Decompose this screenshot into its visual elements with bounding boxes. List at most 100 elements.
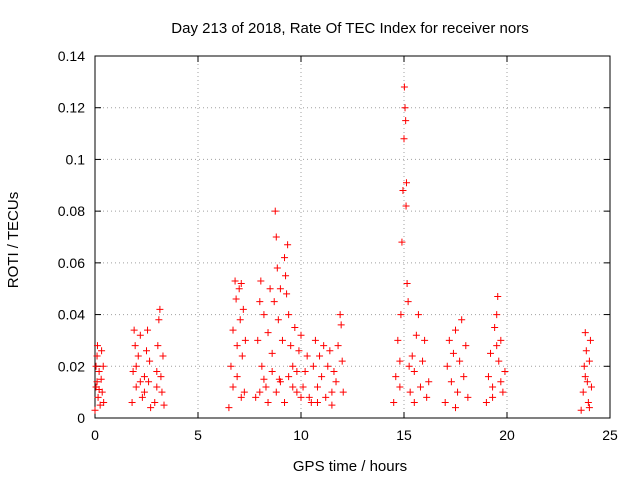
data-point <box>460 373 468 381</box>
data-point <box>452 404 459 412</box>
data-point <box>309 362 317 370</box>
data-point <box>297 331 305 339</box>
data-point <box>425 378 433 386</box>
data-point <box>299 383 307 391</box>
data-point <box>240 388 248 396</box>
data-point <box>227 362 235 370</box>
data-point <box>399 186 407 194</box>
data-point <box>336 311 344 319</box>
y-tick-label: 0 <box>77 410 85 426</box>
data-point <box>586 336 594 344</box>
data-point <box>580 362 588 370</box>
data-point <box>144 326 152 334</box>
data-point <box>225 404 233 412</box>
data-point <box>157 373 165 381</box>
data-point <box>264 329 272 337</box>
data-point <box>285 373 293 381</box>
data-point <box>406 388 414 396</box>
data-point <box>131 342 139 350</box>
data-point <box>585 357 593 365</box>
data-point <box>132 362 140 370</box>
x-tick-label: 5 <box>194 427 202 443</box>
data-point <box>316 352 324 360</box>
data-point <box>151 398 159 406</box>
y-tick-label: 0.02 <box>58 358 85 374</box>
data-point <box>326 347 334 355</box>
data-point <box>583 378 591 386</box>
data-point <box>153 383 161 391</box>
data-point <box>337 321 345 329</box>
data-point <box>231 277 239 285</box>
data-point <box>587 383 595 391</box>
data-point <box>405 362 413 370</box>
data-point <box>128 398 136 406</box>
data-point <box>236 316 244 324</box>
y-axis-label: ROTI / TECUs <box>5 192 22 288</box>
data-point <box>482 398 490 406</box>
data-point <box>262 383 270 391</box>
data-point <box>260 311 268 319</box>
data-point <box>270 298 278 306</box>
data-point <box>237 280 245 288</box>
y-tick-label: 0.04 <box>58 307 85 323</box>
data-point <box>582 347 590 355</box>
y-tick-label: 0.14 <box>58 48 85 64</box>
data-point <box>96 401 104 409</box>
data-point <box>237 393 245 401</box>
data-point <box>313 398 321 406</box>
data-point <box>154 342 162 350</box>
data-point <box>328 388 336 396</box>
data-point <box>256 298 264 306</box>
data-point <box>494 292 502 300</box>
data-point <box>258 362 266 370</box>
data-point <box>257 277 265 285</box>
data-point <box>95 386 103 394</box>
data-points <box>91 83 595 414</box>
data-point <box>443 362 451 370</box>
data-point <box>499 388 507 396</box>
data-point <box>423 393 431 401</box>
data-point <box>493 311 501 319</box>
y-tick-label: 0.12 <box>58 100 85 116</box>
data-point <box>421 336 429 344</box>
data-point <box>410 398 418 406</box>
data-point <box>233 342 241 350</box>
data-point <box>138 393 146 401</box>
data-point <box>146 357 154 365</box>
data-point <box>305 393 313 401</box>
data-point <box>497 336 505 344</box>
data-point <box>402 179 410 187</box>
data-point <box>233 373 241 381</box>
data-point <box>452 326 459 334</box>
data-point <box>462 342 470 350</box>
axis-ticks: 0 0.02 0.04 0.06 0.08 0.1 0.12 0.14 0 5 10 15 20 25 <box>58 48 618 443</box>
data-point <box>401 104 409 112</box>
data-point <box>239 305 247 313</box>
data-point <box>97 375 105 383</box>
data-point <box>419 357 427 365</box>
data-point <box>338 357 346 365</box>
data-point <box>501 367 509 375</box>
data-point <box>136 331 144 339</box>
data-point <box>284 241 292 249</box>
data-point <box>153 367 161 375</box>
data-point <box>491 324 499 331</box>
data-point <box>268 349 276 357</box>
data-point <box>285 311 293 319</box>
data-point <box>271 207 279 215</box>
data-point <box>392 373 400 381</box>
data-point <box>301 367 309 375</box>
data-point <box>293 388 301 396</box>
data-point <box>332 378 340 386</box>
x-tick-label: 15 <box>396 427 412 443</box>
data-point <box>282 272 290 280</box>
data-point <box>129 367 137 375</box>
data-point <box>93 378 101 386</box>
y-tick-label: 0.06 <box>58 255 85 271</box>
data-point <box>145 378 153 386</box>
data-point <box>276 378 284 386</box>
data-point <box>311 336 319 344</box>
data-point <box>99 362 107 370</box>
data-point <box>281 254 289 262</box>
data-point <box>140 388 148 396</box>
